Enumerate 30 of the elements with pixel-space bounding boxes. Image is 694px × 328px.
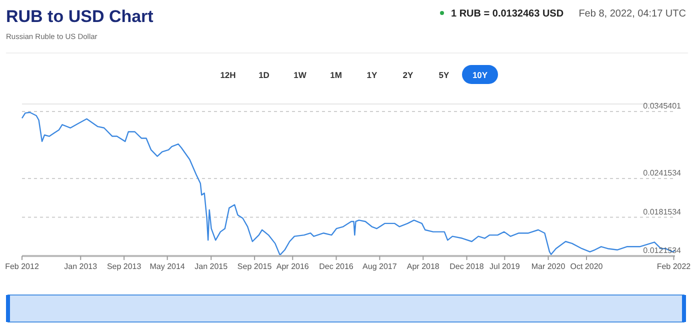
x-tick-label: Jan 2015 bbox=[194, 262, 228, 271]
x-tick-label: Oct 2020 bbox=[570, 262, 604, 271]
x-tick-label: Jan 2013 bbox=[64, 262, 98, 271]
text: 10Y bbox=[472, 70, 488, 80]
chart-title: RUB to USD Chart bbox=[6, 7, 154, 26]
text: 1M bbox=[330, 70, 342, 80]
text: 1Y bbox=[366, 70, 378, 80]
y-tick-label: 0.0181534 bbox=[643, 207, 682, 216]
x-tick-label: Apr 2016 bbox=[276, 262, 310, 271]
x-tick-label: Apr 2018 bbox=[406, 262, 440, 271]
x-tick-label: Jul 2019 bbox=[490, 262, 520, 271]
x-tick-label: Dec 2016 bbox=[319, 262, 354, 271]
text: 5Y bbox=[438, 70, 450, 80]
y-tick-label: 0.0121534 bbox=[643, 246, 682, 255]
x-tick-label: Sep 2015 bbox=[237, 262, 272, 271]
text: 1D bbox=[258, 70, 270, 80]
y-tick-label: 0.0345401 bbox=[643, 101, 682, 110]
x-tick-label: Sep 2013 bbox=[106, 262, 142, 271]
text: 12H bbox=[220, 70, 236, 80]
x-tick-label: Feb 2012 bbox=[5, 262, 40, 271]
x-tick-label: Aug 2017 bbox=[362, 262, 398, 271]
x-tick-label: Feb 2022 bbox=[656, 262, 692, 271]
text: 2Y bbox=[402, 70, 414, 80]
x-tick-label: May 2014 bbox=[150, 262, 186, 271]
text: Feb 8, 2022, 04:17 UTC bbox=[578, 8, 686, 20]
text: 1 RUB = 0.0132463 USD bbox=[451, 8, 564, 20]
x-tick-label: Mar 2020 bbox=[531, 262, 566, 271]
y-tick-label: 0.0241534 bbox=[643, 168, 682, 178]
text: 1W bbox=[294, 70, 308, 80]
x-tick-label: Dec 2018 bbox=[450, 262, 484, 271]
